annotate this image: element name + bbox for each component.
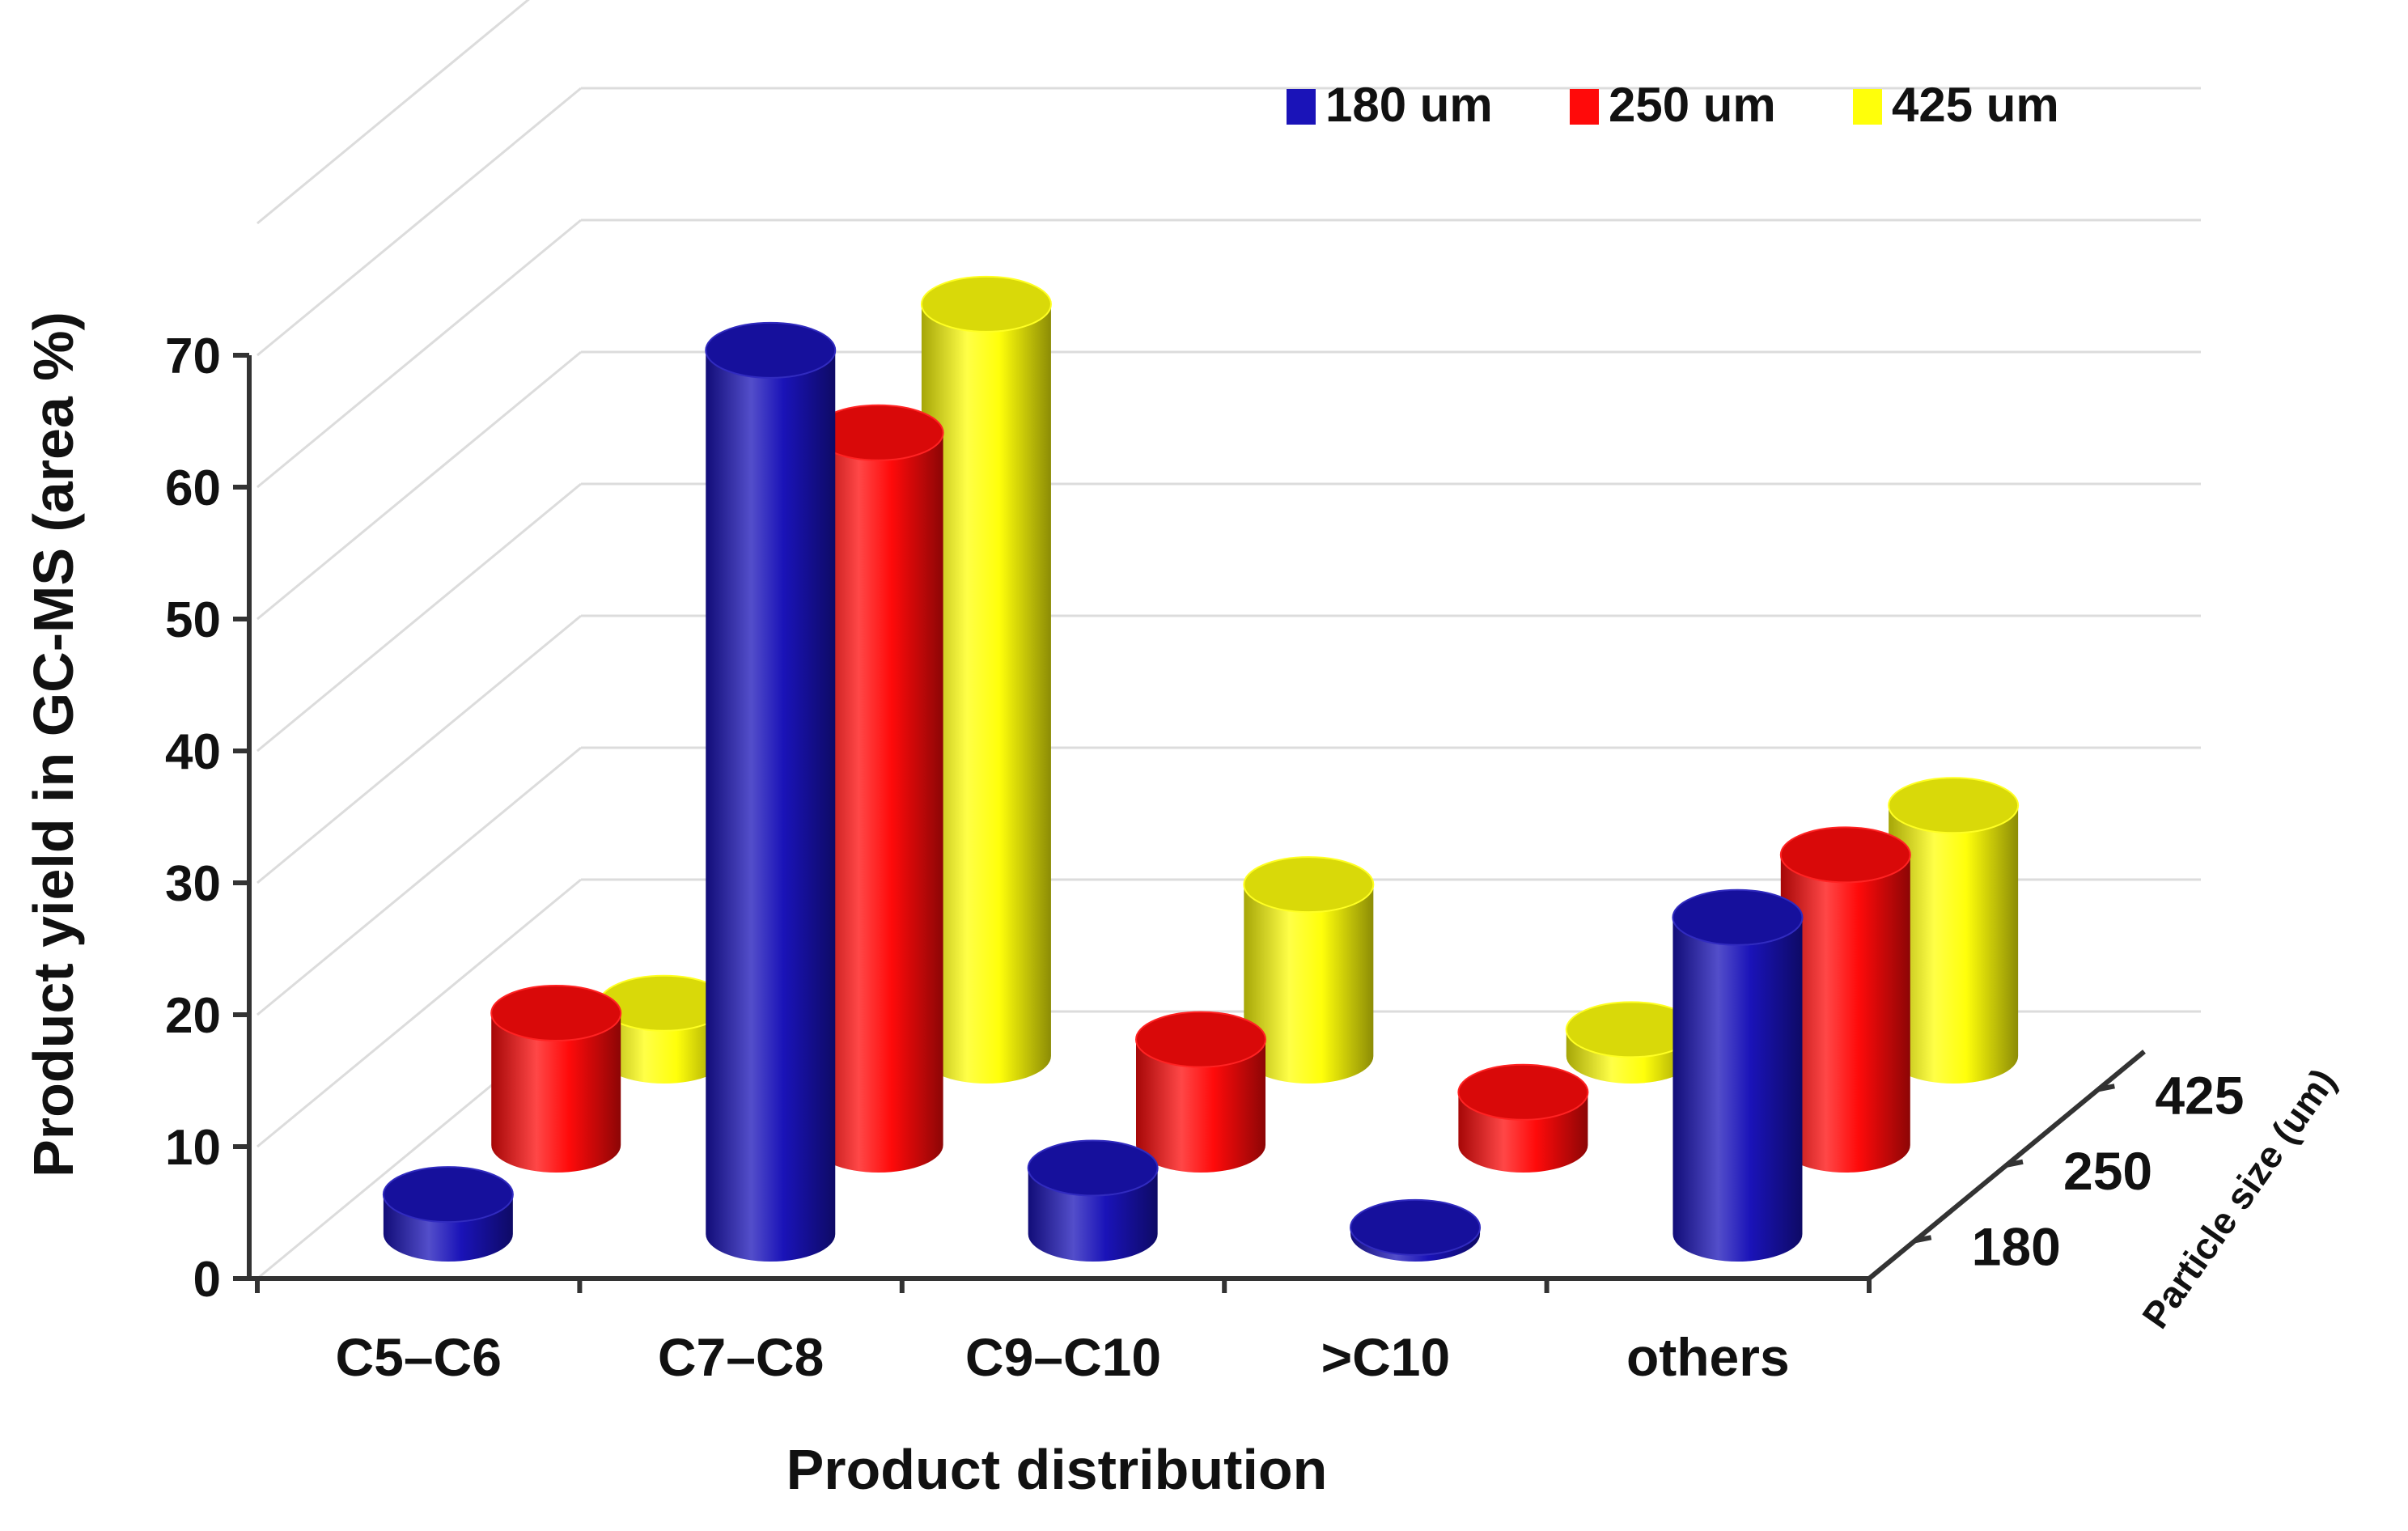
gridline-side xyxy=(256,878,582,1148)
bar-425-um-c9-c10 xyxy=(1243,856,1375,1084)
bar-425-um-c5-c6 xyxy=(598,974,730,1084)
y-tick-label: 50 xyxy=(165,592,221,648)
depth-tick-mark xyxy=(2006,1159,2024,1168)
bar-180-um-c10 xyxy=(1350,1198,1482,1262)
gridline-side xyxy=(256,482,582,753)
legend: 180 um 250 um 425 um xyxy=(1287,78,2059,132)
bars xyxy=(382,275,2020,1262)
gridline-side xyxy=(256,87,582,357)
legend-label: 425 um xyxy=(1892,78,2059,132)
bar-180-um-c9-c10 xyxy=(1027,1139,1159,1262)
y-tick-label: 20 xyxy=(165,988,221,1044)
legend-item-180-um: 180 um xyxy=(1287,78,1493,132)
y-tick-label: 60 xyxy=(165,460,221,516)
category-labels: C5–C6 C7–C8 C9–C10 >C10 others xyxy=(335,1327,1789,1387)
legend-item-250-um: 250 um xyxy=(1570,78,1776,132)
bar-250-um-others xyxy=(1779,826,1911,1173)
gridline-side xyxy=(256,746,582,1016)
depth-tick-mark xyxy=(2097,1084,2115,1092)
legend-swatch xyxy=(1570,89,1599,125)
depth-tick-label-250: 250 xyxy=(2063,1141,2152,1201)
y-tick-label: 40 xyxy=(165,724,221,780)
category-label-c7-c8: C7–C8 xyxy=(658,1327,824,1387)
bar-180-um-others xyxy=(1672,888,1804,1262)
y-tick-label: 30 xyxy=(165,856,221,912)
legend-label: 180 um xyxy=(1325,78,1493,132)
y-tick-label: 0 xyxy=(193,1252,221,1308)
legend-label: 250 um xyxy=(1609,78,1776,132)
category-label-c9-c10: C9–C10 xyxy=(965,1327,1161,1387)
bar-425-um-c10 xyxy=(1565,1001,1697,1084)
y-tick-labels: 0 10 20 30 40 50 60 70 xyxy=(165,329,221,1308)
bar-250-um-c10 xyxy=(1457,1063,1589,1173)
bar-250-um-c7-c8 xyxy=(812,404,944,1173)
depth-tick-mark xyxy=(1914,1235,1932,1244)
y-tick-label: 70 xyxy=(165,329,221,384)
bar-180-um-c5-c6 xyxy=(382,1166,514,1262)
gridline-side xyxy=(256,614,582,884)
category-label-c5-c6: C5–C6 xyxy=(335,1327,501,1387)
bar-425-um-others xyxy=(1888,777,2020,1084)
gridline-side xyxy=(256,0,530,225)
bar-250-um-c9-c10 xyxy=(1135,1011,1266,1173)
legend-swatch xyxy=(1287,89,1316,125)
legend-swatch xyxy=(1853,89,1882,125)
y-axis-title: Product yield in GC-MS (area %) xyxy=(22,312,85,1177)
depth-tick-label-180: 180 xyxy=(1972,1216,2061,1276)
bar-425-um-c7-c8 xyxy=(920,275,1052,1084)
axes xyxy=(233,353,2146,1293)
x-axis-title: Product distribution xyxy=(786,1438,1328,1501)
bar-250-um-c5-c6 xyxy=(490,985,622,1173)
bar-180-um-c7-c8 xyxy=(705,321,837,1262)
depth-tick-label-425: 425 xyxy=(2155,1065,2244,1125)
gridline-side xyxy=(256,350,582,621)
y-tick-label: 10 xyxy=(165,1120,221,1176)
category-label-c10: >C10 xyxy=(1321,1327,1451,1387)
legend-item-425-um: 425 um xyxy=(1853,78,2059,132)
gridline-side xyxy=(256,218,582,489)
category-label-others: others xyxy=(1626,1327,1790,1387)
